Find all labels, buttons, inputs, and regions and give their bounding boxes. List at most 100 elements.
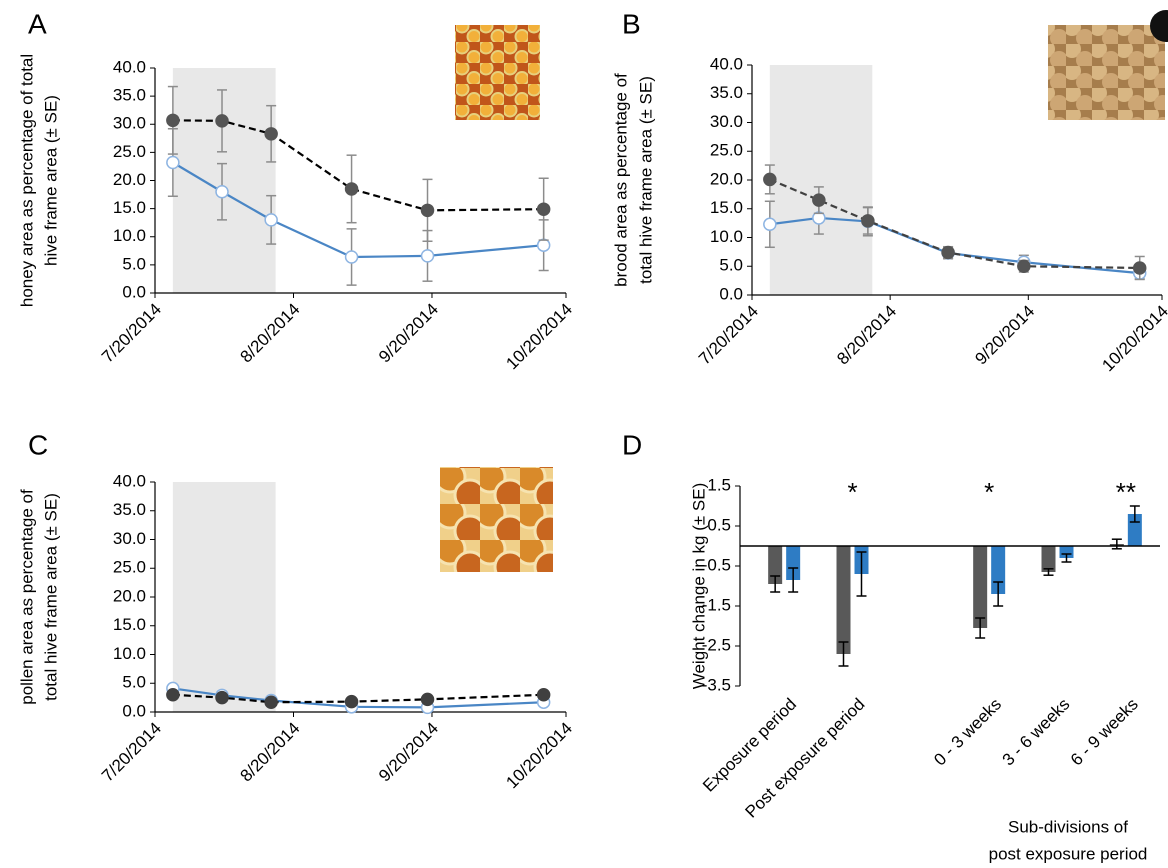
marker: [344, 250, 359, 264]
y-tick-label: 25.0: [113, 142, 146, 161]
marker: [166, 155, 180, 170]
series-line: [172, 693, 544, 704]
bar: [786, 546, 801, 580]
y-axis-label: Weight change in kg (± SE): [689, 483, 708, 690]
marker: [344, 694, 359, 709]
y-tick-label: -3.5: [702, 675, 731, 694]
x-tick-label: 6 - 9 weeks: [1067, 695, 1142, 770]
y-tick-label: 20.0: [113, 586, 146, 605]
series-line: [172, 161, 544, 259]
panel-letter: C: [28, 429, 48, 460]
bar: [768, 546, 783, 584]
marker: [536, 238, 551, 252]
x-tick-label: 9/20/2014: [375, 719, 442, 786]
y-tick-label: 40.0: [113, 471, 146, 490]
marker: [264, 127, 278, 141]
marker: [215, 114, 229, 128]
marker: [215, 690, 229, 705]
x-tick-label: 7/20/2014: [695, 302, 762, 369]
y-axis-label: brood area as percentage of: [611, 73, 630, 287]
y-tick-label: 5.0: [122, 673, 146, 692]
marker: [264, 213, 278, 227]
marker: [763, 172, 777, 187]
marker: [1017, 259, 1031, 273]
marker: [763, 217, 777, 232]
y-tick-label: 30.0: [710, 112, 743, 131]
y-tick-label: 15.0: [710, 198, 743, 217]
significance: *: [847, 477, 857, 507]
marker: [166, 688, 180, 702]
marker: [166, 113, 180, 128]
panel-letter: B: [622, 8, 641, 39]
y-tick-label: 15.0: [113, 198, 146, 217]
exposure-shading: [769, 65, 873, 295]
honey-photo: [455, 25, 540, 120]
y-tick-label: 10.0: [113, 226, 146, 245]
bar: [1041, 546, 1056, 572]
bar: [836, 546, 851, 654]
y-tick-label: 35.0: [710, 83, 743, 102]
exposure-shading: [172, 482, 276, 712]
marker: [420, 203, 435, 218]
y-tick-label: 10.0: [710, 227, 743, 246]
y-tick-label: 20.0: [710, 169, 743, 188]
marker: [536, 202, 551, 216]
y-tick-label: 0.0: [122, 701, 146, 720]
y-axis-label: honey area as percentage of total: [17, 54, 36, 307]
y-tick-label: 10.0: [113, 644, 146, 663]
y-tick-label: 25.0: [710, 141, 743, 160]
y-tick-label: 35.0: [113, 500, 146, 519]
marker: [1132, 261, 1147, 275]
marker: [344, 182, 359, 196]
exposure-shading: [172, 68, 276, 293]
marker: [861, 214, 875, 228]
marker: [420, 249, 435, 263]
y-tick-label: 1.5: [707, 475, 731, 494]
marker: [536, 688, 551, 702]
x-tick-label: Post exposure period: [741, 695, 868, 822]
bar: [973, 546, 988, 628]
y-axis-label: hive frame area (± SE): [41, 95, 60, 266]
x-tick-label: 9/20/2014: [971, 302, 1038, 369]
x-tick-label: 8/20/2014: [833, 302, 900, 369]
y-tick-label: 20.0: [113, 170, 146, 189]
x-tick-label: 9/20/2014: [375, 300, 442, 367]
x-tick-label: 7/20/2014: [98, 300, 165, 367]
y-tick-label: 0.0: [122, 282, 146, 301]
panel-letter: D: [622, 429, 642, 460]
x-tick-label: 10/20/2014: [1098, 302, 1168, 376]
y-tick-label: 25.0: [113, 558, 146, 577]
series-line: [172, 687, 544, 709]
y-tick-label: 30.0: [113, 114, 146, 133]
marker: [264, 695, 278, 709]
y-tick-label: 30.0: [113, 529, 146, 548]
significance: *: [984, 477, 994, 507]
y-tick-label: -0.5: [702, 555, 731, 574]
group-note: post exposure period: [989, 844, 1148, 863]
y-axis-label: total hive frame area (± SE): [41, 493, 60, 701]
marker: [215, 185, 229, 199]
y-tick-label: 0.0: [719, 284, 743, 303]
x-tick-label: 10/20/2014: [502, 719, 576, 793]
y-tick-label: 35.0: [113, 86, 146, 105]
y-tick-label: 0.5: [707, 515, 731, 534]
photo-corner: [1150, 10, 1168, 42]
y-tick-label: 40.0: [710, 54, 743, 73]
x-tick-label: 8/20/2014: [237, 300, 304, 367]
y-axis-label: pollen area as percentage of: [17, 489, 36, 705]
x-tick-label: 3 - 6 weeks: [999, 695, 1074, 770]
x-tick-label: 8/20/2014: [237, 719, 304, 786]
y-tick-label: -2.5: [702, 635, 731, 654]
significance: **: [1116, 477, 1136, 507]
marker: [420, 692, 435, 707]
y-tick-label: 15.0: [113, 615, 146, 634]
y-tick-label: -1.5: [702, 595, 731, 614]
series-line: [769, 178, 1140, 270]
marker: [941, 245, 955, 260]
y-tick-label: 40.0: [113, 57, 146, 76]
bar: [1059, 546, 1074, 558]
y-axis-label: total hive frame area (± SE): [636, 76, 655, 284]
brood-photo: [1048, 25, 1165, 120]
